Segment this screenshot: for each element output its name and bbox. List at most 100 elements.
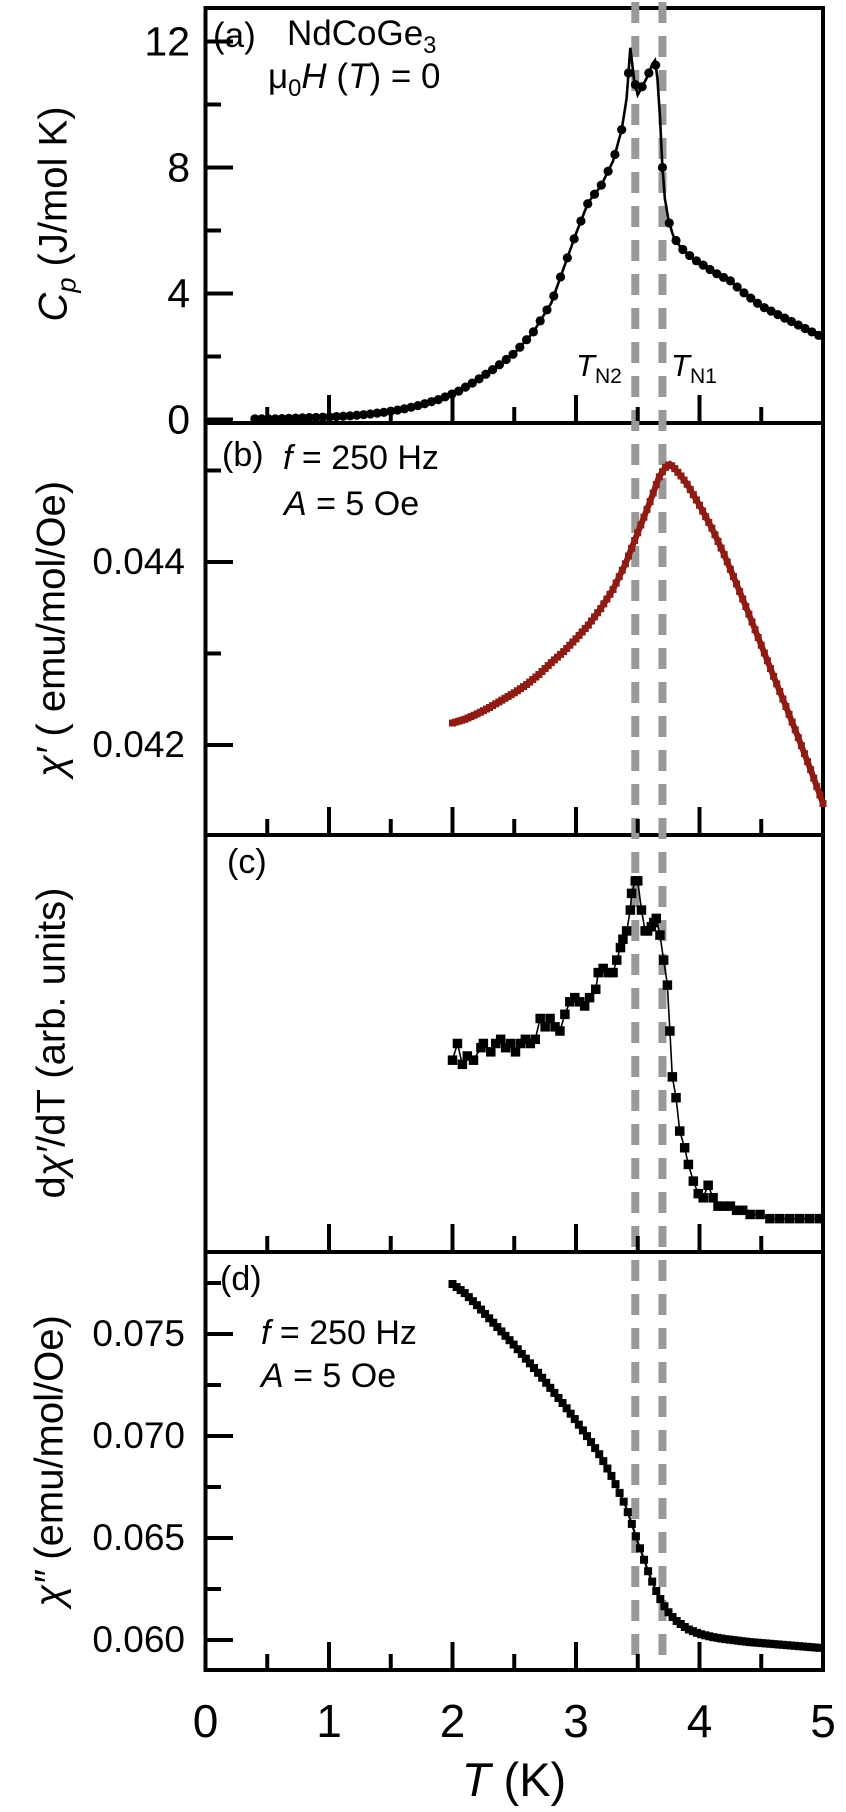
data-point	[609, 585, 617, 593]
data-point	[456, 1286, 465, 1295]
data-point	[708, 1193, 718, 1203]
data-point	[674, 1126, 685, 1136]
data-point	[736, 587, 744, 595]
data-point	[565, 997, 575, 1007]
data-point	[644, 68, 654, 78]
data-point	[560, 1009, 570, 1020]
x-axis-title: T (K)	[461, 1753, 567, 1806]
data-point	[627, 1519, 636, 1528]
data-point	[497, 1327, 506, 1336]
data-point	[542, 305, 552, 315]
data-point	[520, 1034, 531, 1045]
data-point	[452, 1283, 461, 1292]
data-point	[684, 1625, 693, 1634]
data-point	[668, 1613, 677, 1622]
x-tick-label: 2	[439, 1695, 466, 1747]
data-point	[637, 82, 647, 92]
data-point	[725, 276, 735, 286]
data-point	[703, 1180, 713, 1191]
data-point	[594, 609, 602, 617]
data-point	[501, 354, 511, 365]
data-point	[677, 472, 685, 480]
data-point	[652, 481, 660, 489]
data-point	[767, 665, 775, 673]
data-point	[486, 1047, 496, 1057]
data-point	[794, 1213, 805, 1224]
panel-b-amplitude: A = 5 Oe	[284, 485, 420, 523]
data-point	[587, 617, 595, 625]
data-point	[595, 1450, 604, 1459]
data-point	[656, 1595, 665, 1604]
y-axis-title-d: χ″ (emu/mol/Oe)	[27, 1315, 72, 1607]
data-point	[550, 1388, 559, 1397]
data-point	[782, 1641, 791, 1650]
data-point	[583, 199, 593, 209]
data-point	[358, 410, 369, 420]
data-point	[794, 1642, 803, 1651]
data-point	[493, 1323, 502, 1332]
data-point	[651, 60, 661, 70]
data-point	[692, 496, 700, 504]
data-point	[672, 1616, 681, 1625]
data-point	[804, 1213, 815, 1224]
data-point	[779, 695, 787, 703]
data-point	[587, 1438, 596, 1447]
data-point	[793, 320, 803, 330]
data-point	[720, 551, 728, 559]
data-point	[683, 480, 691, 488]
y-tick-label-a: 4	[167, 270, 190, 316]
data-point	[515, 342, 525, 352]
data-point	[807, 327, 817, 337]
data-point	[494, 360, 505, 370]
data-point	[660, 1602, 669, 1611]
x-tick-label: 5	[810, 1695, 836, 1747]
data-point	[742, 603, 750, 611]
data-point	[697, 1630, 706, 1639]
data-point	[635, 1544, 644, 1553]
panel-d-frame	[203, 1250, 825, 1672]
data-point	[800, 750, 808, 758]
data-point	[468, 1297, 477, 1306]
data-point	[782, 703, 790, 711]
data-point	[671, 235, 681, 246]
data-point	[713, 1201, 723, 1211]
data-point	[786, 1641, 795, 1650]
data-point	[674, 468, 682, 476]
data-point	[603, 595, 611, 603]
data-point	[607, 1471, 616, 1480]
data-point	[721, 1635, 730, 1644]
y-tick-label-a: 8	[167, 144, 190, 190]
data-point	[576, 216, 586, 226]
data-point	[725, 1635, 734, 1644]
data-point	[591, 613, 599, 621]
data-point	[643, 505, 651, 513]
data-point	[758, 1639, 767, 1648]
data-point	[574, 1420, 583, 1429]
data-point	[535, 1013, 545, 1024]
data-point	[500, 1042, 511, 1053]
data-point	[766, 306, 776, 316]
data-point	[800, 323, 810, 334]
data-point	[515, 1038, 526, 1049]
data-point	[798, 1642, 807, 1651]
data-point	[797, 742, 805, 750]
data-point	[676, 1619, 685, 1628]
data-point	[683, 1159, 694, 1170]
data-point	[816, 791, 824, 799]
data-point	[689, 491, 697, 499]
data-point	[717, 1634, 726, 1643]
data-point	[257, 414, 267, 424]
data-point	[644, 1567, 653, 1576]
data-point	[517, 1349, 526, 1358]
data-point	[775, 1213, 785, 1224]
data-point	[686, 485, 694, 493]
data-point	[755, 1209, 765, 1220]
data-point	[538, 1373, 547, 1382]
x-tick-label: 3	[563, 1695, 589, 1747]
data-point	[712, 269, 722, 279]
data-point	[717, 544, 725, 552]
y-tick-label-d: 0.060	[92, 1619, 185, 1660]
data-point	[600, 600, 608, 608]
